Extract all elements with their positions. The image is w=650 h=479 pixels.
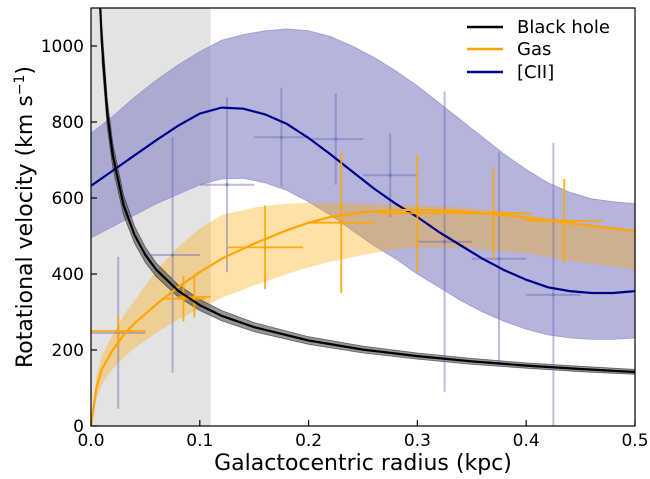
black-hole-uncertainty-band (101, 26, 635, 375)
gas-data-point (455, 167, 532, 259)
cii-data-point (417, 91, 472, 392)
legend-label-gas: Gas (517, 39, 551, 60)
cii-data-point (254, 87, 309, 187)
y-tick-label: 1000 (41, 37, 84, 57)
legend-label-cii: [CII] (517, 62, 554, 83)
x-axis-label: Galactocentric radius (kpc) (214, 451, 512, 476)
y-axis-ticks: 0 200 400 600 800 1000 (41, 37, 97, 437)
gas-marker (192, 295, 197, 299)
cii-marker (388, 173, 393, 177)
cii-marker (225, 182, 229, 187)
y-tick-label: 400 (52, 265, 84, 285)
gas-data-point (178, 275, 211, 318)
gas-data-point (526, 179, 603, 263)
plot-border (90, 7, 636, 427)
y-tick-label: 200 (52, 341, 84, 361)
gas-marker (116, 329, 120, 333)
gas-marker (263, 245, 267, 250)
cii-data-point (308, 93, 363, 185)
gas-marker (562, 219, 567, 223)
gas-marker (491, 211, 496, 215)
y-axis-label-exponent: −1 (12, 75, 28, 96)
cii-uncertainty-band (91, 28, 635, 340)
gas-data-point (91, 315, 146, 347)
y-tick-label: 0 (73, 417, 84, 437)
cii-curve (91, 106, 635, 295)
gas-marker (339, 220, 344, 225)
cii-marker (497, 257, 501, 261)
cii-data-point (526, 142, 581, 426)
cii-data-point (363, 133, 418, 217)
x-tick-label: 0.1 (186, 431, 213, 451)
gas-curve (91, 208, 635, 426)
black-hole-curve (99, 8, 635, 374)
legend: Black hole Gas [CII] (467, 17, 610, 83)
axes-frame (90, 7, 636, 427)
y-axis-label-main: Rotational velocity (km s (13, 95, 38, 368)
gas-data-point (161, 275, 206, 322)
gas-marker (415, 211, 420, 215)
cii-marker (442, 239, 447, 244)
cii-data-point (145, 137, 200, 373)
y-tick-label: 600 (52, 189, 84, 209)
gas-marker (181, 296, 186, 301)
x-tick-label: 0.5 (621, 431, 648, 451)
plot-area (91, 8, 635, 426)
gas-data-point (227, 205, 304, 290)
gas-uncertainty-band (91, 202, 635, 426)
x-tick-label: 0.2 (295, 431, 322, 451)
x-tick-label: 0.0 (77, 431, 104, 451)
y-tick-label: 800 (52, 113, 84, 133)
cii-data-point (199, 97, 255, 273)
cii-marker (551, 293, 556, 297)
cii-marker (170, 253, 175, 257)
gas-data-point (308, 152, 374, 293)
cii-marker (334, 137, 338, 141)
x-tick-label: 0.3 (404, 431, 431, 451)
x-axis-ticks: 0.0 0.1 0.2 0.3 0.4 0.5 (77, 420, 649, 451)
y-axis-label-close: ) (13, 66, 38, 75)
legend-label-black-hole: Black hole (517, 17, 610, 38)
y-axis-label: Rotational velocity (km s−1) (12, 66, 38, 368)
x-tick-label: 0.4 (513, 431, 540, 451)
gas-data-point (379, 154, 456, 273)
cii-marker (279, 135, 284, 139)
